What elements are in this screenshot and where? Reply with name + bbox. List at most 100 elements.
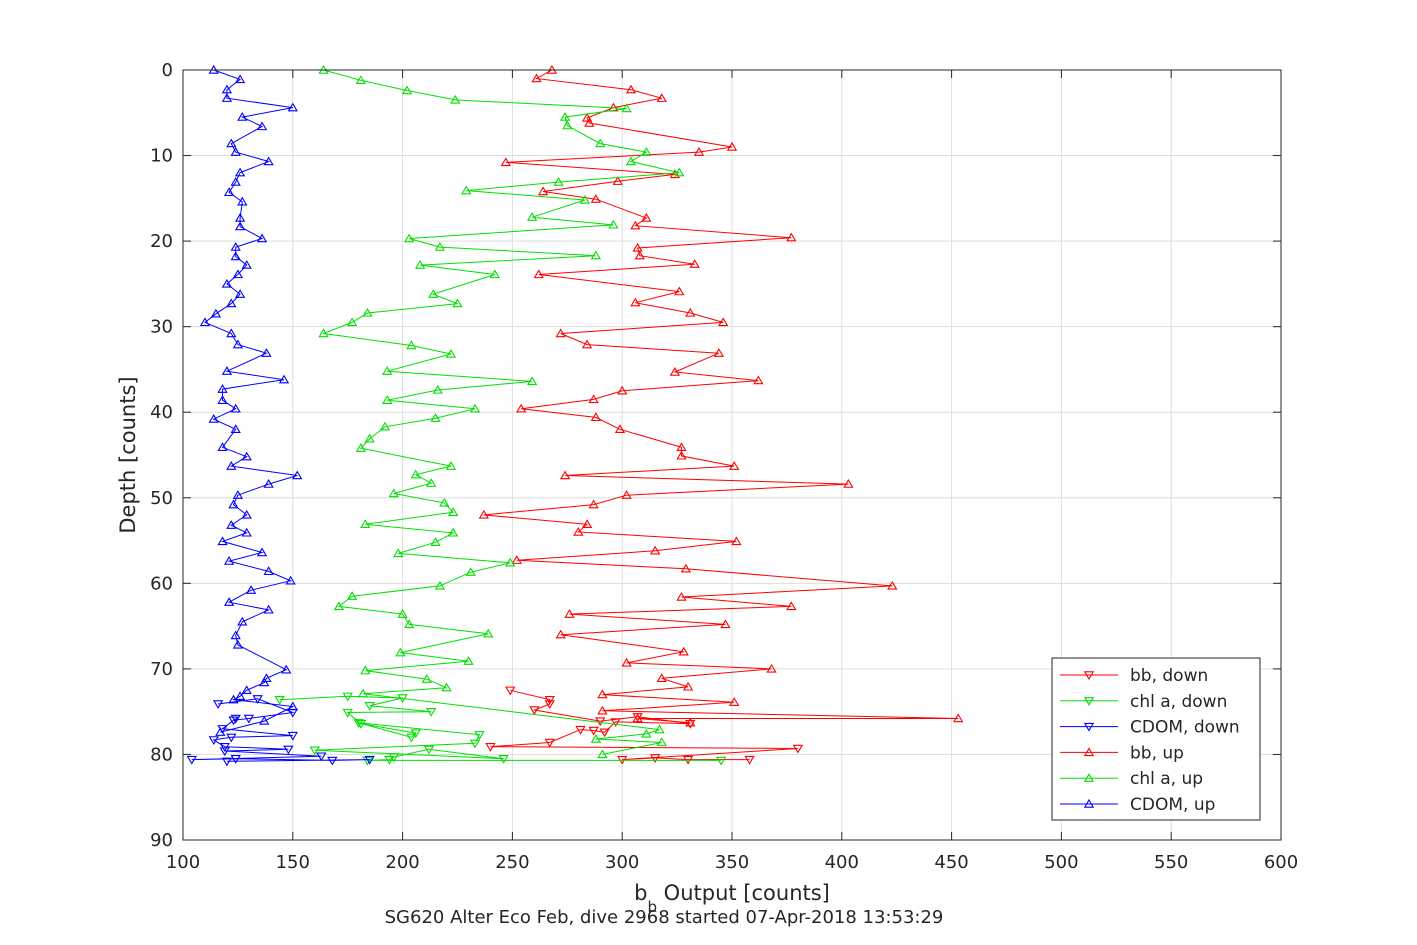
data-point-marker <box>287 102 298 112</box>
data-point-marker <box>318 328 329 338</box>
data-point-marker <box>843 479 854 488</box>
data-point-marker <box>953 713 964 723</box>
data-point-marker <box>241 259 252 269</box>
data-point-marker <box>630 297 641 307</box>
data-point-marker <box>234 691 246 700</box>
data-point-marker <box>676 591 687 601</box>
data-point-marker <box>237 196 248 206</box>
legend-marker <box>1083 697 1095 706</box>
data-point-marker <box>595 717 606 727</box>
data-point-marker <box>230 714 241 724</box>
data-point-marker <box>316 752 327 762</box>
data-point-marker <box>256 121 268 131</box>
data-point-marker <box>485 743 496 752</box>
data-point-marker <box>489 269 500 279</box>
legend-label: bb, down <box>1130 666 1208 686</box>
legend-marker <box>1083 671 1095 681</box>
data-point-marker <box>230 403 241 413</box>
legend-entry: chl a, up <box>1060 769 1203 789</box>
data-point-marker <box>406 340 417 350</box>
data-point-marker <box>445 461 457 470</box>
legend-marker <box>1083 747 1095 757</box>
data-point-marker <box>423 745 435 755</box>
data-point-marker <box>362 756 373 766</box>
legend-label: CDOM, down <box>1130 718 1240 738</box>
data-point-marker <box>753 375 764 385</box>
data-point-marker <box>766 663 777 673</box>
series-chl-a-up <box>318 64 685 759</box>
data-point-marker <box>656 93 667 102</box>
data-point-marker <box>430 413 441 422</box>
data-point-marker <box>527 376 538 386</box>
y-tick-label: 30 <box>150 317 173 338</box>
data-point-marker <box>230 147 241 156</box>
data-point-marker <box>461 185 472 195</box>
data-point-marker <box>415 259 426 269</box>
data-point-marker <box>232 339 244 349</box>
data-point-marker <box>241 451 252 461</box>
data-point-marker <box>689 259 700 268</box>
x-axis-label-main: b <box>634 881 647 905</box>
data-point-marker <box>531 73 542 83</box>
data-point-marker <box>221 278 233 288</box>
data-point-marker <box>364 755 375 765</box>
data-point-marker <box>230 630 241 640</box>
data-point-marker <box>649 754 661 763</box>
legend-marker <box>1083 773 1095 782</box>
data-point-marker <box>221 93 233 102</box>
data-point-marker <box>208 736 219 745</box>
data-point-marker <box>208 413 219 423</box>
data-point-marker <box>676 450 687 460</box>
data-point-marker <box>355 719 367 729</box>
data-point-marker <box>537 186 549 196</box>
data-point-marker <box>226 298 237 308</box>
data-point-marker <box>434 580 446 590</box>
data-point-marker <box>221 84 233 94</box>
data-point-marker <box>425 478 437 487</box>
data-point-marker <box>713 348 724 357</box>
data-point-marker <box>469 739 481 749</box>
data-point-marker <box>230 424 241 434</box>
legend-entry: chl a, down <box>1060 692 1227 712</box>
data-point-marker <box>346 591 358 600</box>
data-point-marker <box>410 469 421 479</box>
data-point-marker <box>274 695 285 705</box>
series-cdom-up <box>199 64 303 736</box>
data-point-marker <box>498 755 509 764</box>
data-point-marker <box>232 269 244 279</box>
legend-label: CDOM, up <box>1130 795 1215 815</box>
data-point-marker <box>612 176 623 185</box>
data-point-marker <box>786 232 797 242</box>
data-point-marker <box>562 120 573 130</box>
data-point-marker <box>217 442 228 451</box>
data-point-marker <box>278 374 290 384</box>
legend-label: bb, up <box>1130 743 1184 763</box>
data-point-marker <box>621 103 632 113</box>
data-point-marker <box>597 705 608 715</box>
data-point-marker <box>210 308 222 318</box>
data-point-marker <box>529 706 540 716</box>
data-point-marker <box>685 307 696 317</box>
data-point-marker <box>241 685 252 694</box>
y-tick-label: 60 <box>150 573 173 594</box>
legend-entry: CDOM, up <box>1060 795 1215 815</box>
data-point-marker <box>223 187 235 197</box>
x-axis-label-subscript: b <box>647 898 657 916</box>
legend-marker <box>1083 722 1095 732</box>
data-point-marker <box>555 629 566 639</box>
data-point-marker <box>234 289 246 298</box>
data-point-marker <box>353 719 364 728</box>
data-point-marker <box>382 395 393 404</box>
data-point-marker <box>292 470 303 480</box>
data-point-marker <box>463 656 474 665</box>
data-point-marker <box>333 601 345 611</box>
data-point-marker <box>230 755 241 764</box>
data-point-marker <box>588 499 599 509</box>
figure-caption: SG620 Alter Eco Feb, dive 2968 started 0… <box>385 907 944 928</box>
data-point-marker <box>360 665 371 675</box>
legend-entry: bb, down <box>1060 666 1208 686</box>
data-point-marker <box>621 490 632 499</box>
data-point-marker <box>610 718 621 728</box>
data-point-marker <box>726 141 738 151</box>
data-point-marker <box>355 75 367 84</box>
